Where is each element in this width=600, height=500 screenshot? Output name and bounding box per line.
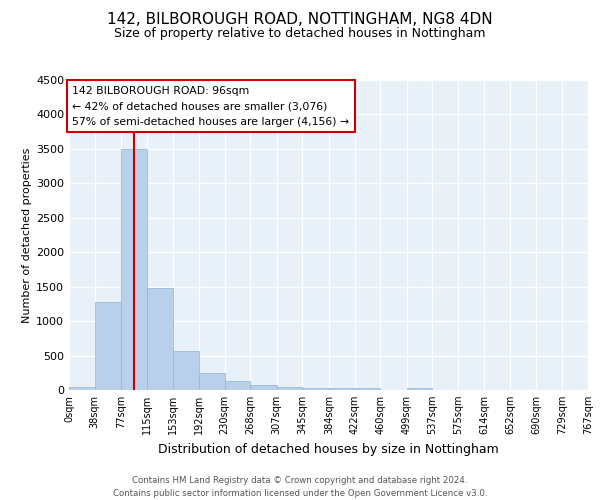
Bar [329,388,355,390]
Y-axis label: Number of detached properties: Number of detached properties [22,148,32,322]
Bar [147,288,173,390]
Bar [355,388,380,390]
Bar [173,350,199,390]
Bar [224,381,250,390]
Text: 142, BILBOROUGH ROAD, NOTTINGHAM, NG8 4DN: 142, BILBOROUGH ROAD, NOTTINGHAM, NG8 4D… [107,12,493,28]
X-axis label: Distribution of detached houses by size in Nottingham: Distribution of detached houses by size … [158,442,499,456]
Text: Contains HM Land Registry data © Crown copyright and database right 2024.
Contai: Contains HM Land Registry data © Crown c… [113,476,487,498]
Bar [69,386,95,390]
Bar [121,149,147,390]
Bar [407,388,433,390]
Bar [302,388,329,390]
Text: Size of property relative to detached houses in Nottingham: Size of property relative to detached ho… [114,28,486,40]
Bar [95,302,121,390]
Bar [250,385,277,390]
Text: 142 BILBOROUGH ROAD: 96sqm
← 42% of detached houses are smaller (3,076)
57% of s: 142 BILBOROUGH ROAD: 96sqm ← 42% of deta… [73,86,350,126]
Bar [277,387,302,390]
Bar [199,374,224,390]
